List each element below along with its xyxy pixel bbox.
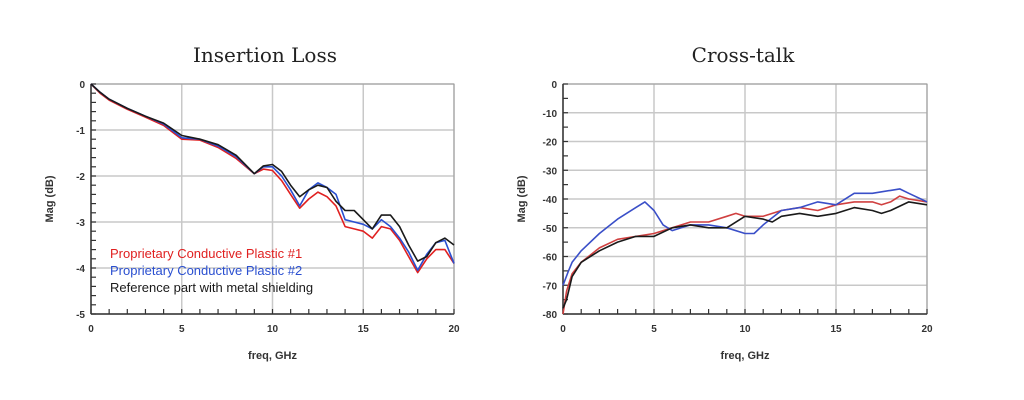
legend-entry-2: Proprietary Conductive Plastic #2 [110, 263, 302, 278]
y-tick-label: -30 [543, 166, 558, 177]
y-axis-label: Mag (dB) [44, 175, 56, 222]
x-tick-label: 20 [921, 324, 933, 335]
chart-cross-talk: Cross-talk 0 5 10 15 20 0 -10 -20 -30 -40 -50 -60 -70… [516, 43, 933, 362]
y-tick-label: -70 [543, 281, 558, 292]
x-axis-label: freq, GHz [721, 350, 770, 362]
x-tick-label: 5 [179, 324, 185, 335]
x-tick-label: 10 [739, 324, 751, 335]
legend-entry-3: Reference part with metal shielding [110, 280, 313, 295]
x-tick-label: 10 [267, 324, 279, 335]
chart-insertion-loss: Insertion Loss 0 5 10 15 20 0 -1 -2 -3 -4 -5 freq, G… [44, 43, 460, 362]
y-tick-label: -60 [543, 253, 558, 264]
legend-entry-1: Proprietary Conductive Plastic #1 [110, 246, 302, 261]
series-line-1 [562, 195, 928, 315]
y-tick-label: -4 [76, 264, 85, 275]
x-tick-label: 15 [358, 324, 370, 335]
x-tick-label: 20 [448, 324, 460, 335]
y-axis-label: Mag (dB) [516, 175, 528, 222]
chart-title: Cross-talk [692, 43, 796, 67]
y-tick-label: -5 [76, 310, 85, 321]
y-tick-label: -20 [543, 138, 558, 149]
y-tick-label: -80 [543, 310, 558, 321]
y-tick-label: -3 [76, 218, 85, 229]
y-tick-label: 0 [551, 80, 557, 91]
y-tick-label: -1 [76, 126, 85, 137]
y-tick-label: -50 [543, 224, 558, 235]
x-tick-label: 0 [560, 324, 566, 335]
x-tick-label: 0 [88, 324, 94, 335]
y-tick-label: 0 [79, 80, 85, 91]
chart-title: Insertion Loss [193, 43, 337, 67]
y-tick-label: -40 [543, 195, 558, 206]
x-tick-label: 5 [651, 324, 657, 335]
y-tick-label: -2 [76, 172, 85, 183]
x-axis-label: freq, GHz [248, 350, 297, 362]
y-tick-label: -10 [543, 109, 558, 120]
x-tick-label: 15 [830, 324, 842, 335]
